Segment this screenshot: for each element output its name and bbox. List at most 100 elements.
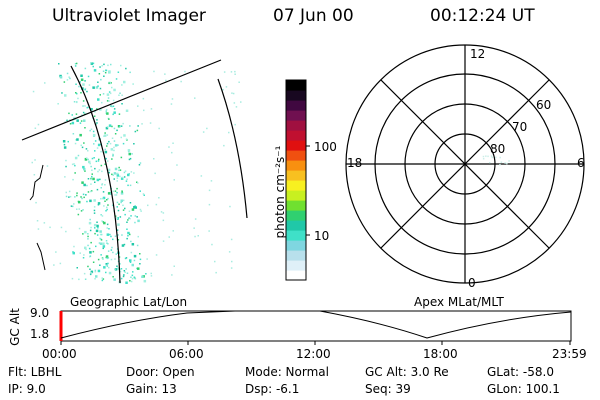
emission-pixel: [90, 272, 93, 274]
emission-pixel: [92, 261, 95, 263]
emission-pixel: [99, 233, 102, 236]
emission-pixel: [122, 142, 125, 145]
emission-pixel: [123, 80, 126, 84]
emission-pixel: [120, 277, 123, 280]
emission-pixel: [78, 227, 81, 230]
emission-pixel: [104, 200, 106, 202]
emission-pixel: [46, 165, 49, 167]
emission-pixel: [119, 92, 121, 94]
color-scale-segment: [286, 210, 306, 221]
emission-pixel: [150, 272, 152, 275]
emission-pixel: [91, 175, 93, 178]
polar-emission-pixel: [489, 162, 491, 164]
emission-pixel: [99, 237, 101, 240]
emission-pixel: [229, 205, 231, 208]
emission-pixel: [240, 101, 242, 103]
emission-pixel: [129, 125, 131, 127]
emission-pixel: [81, 197, 83, 200]
emission-pixel: [83, 142, 85, 144]
emission-pixel: [118, 256, 121, 258]
emission-pixel: [86, 157, 88, 159]
emission-pixel: [132, 271, 134, 273]
emission-pixel: [120, 156, 123, 159]
emission-pixel: [71, 121, 75, 125]
emission-pixel: [230, 71, 233, 73]
emission-pixel: [97, 98, 100, 101]
emission-pixel: [64, 94, 67, 97]
emission-pixel: [118, 94, 120, 96]
emission-pixel: [74, 164, 76, 167]
emission-pixel: [89, 129, 91, 132]
emission-pixel: [149, 122, 152, 124]
emission-pixel: [117, 234, 119, 236]
emission-pixel: [84, 158, 88, 161]
emission-pixel: [99, 108, 102, 111]
emission-pixel: [133, 206, 136, 209]
emission-pixel: [84, 80, 86, 82]
emission-pixel: [92, 177, 95, 181]
emission-pixel: [111, 246, 113, 249]
polar-emission-pixel: [499, 163, 501, 166]
emission-pixel: [113, 140, 116, 142]
emission-pixel: [123, 274, 125, 276]
emission-pixel: [104, 179, 107, 181]
emission-pixel: [133, 276, 136, 278]
emission-pixel: [97, 202, 101, 205]
polar-emission-pixel: [504, 162, 506, 164]
emission-pixel: [168, 146, 170, 148]
emission-pixel: [129, 184, 132, 187]
emission-pixel: [105, 271, 107, 274]
emission-pixel: [82, 193, 85, 196]
emission-pixel: [37, 123, 40, 126]
emission-pixel: [162, 219, 165, 222]
emission-pixel: [107, 243, 109, 245]
emission-pixel: [143, 279, 147, 283]
geographic-caption: Geographic Lat/Lon: [70, 295, 188, 309]
emission-pixel: [84, 87, 87, 90]
emission-pixel: [96, 224, 99, 228]
emission-pixel: [228, 131, 230, 134]
emission-pixel: [75, 62, 78, 65]
emission-pixel: [172, 142, 174, 144]
emission-pixel: [85, 194, 87, 196]
emission-pixel: [79, 133, 82, 137]
emission-pixel: [110, 148, 114, 151]
emission-pixel: [90, 62, 94, 65]
emission-pixel: [118, 166, 120, 169]
color-scale-segment: [286, 100, 306, 111]
emission-pixel: [119, 175, 121, 178]
emission-pixel: [92, 133, 96, 137]
altitude-curve: [60, 310, 572, 339]
emission-pixel: [170, 103, 173, 105]
polar-emission-pixel: [495, 156, 497, 159]
emission-pixel: [122, 275, 125, 278]
emission-pixel: [60, 226, 63, 229]
emission-pixel: [80, 196, 82, 198]
emission-pixel: [116, 180, 118, 182]
instrument-title: Ultraviolet Imager: [52, 6, 206, 26]
emission-pixel: [84, 246, 87, 250]
glat-info: GLat: -58.0: [487, 365, 554, 379]
emission-pixel: [133, 172, 135, 174]
emission-pixel: [108, 140, 110, 143]
emission-pixel: [115, 253, 117, 255]
emission-pixel: [34, 159, 36, 161]
emission-pixel: [108, 124, 112, 127]
color-scale-segment: [286, 220, 306, 231]
emission-pixel: [112, 153, 114, 156]
emission-pixel: [94, 181, 96, 183]
emission-pixel: [206, 127, 208, 130]
emission-pixel: [90, 128, 93, 130]
emission-pixel: [113, 149, 115, 152]
emission-pixel: [76, 194, 78, 197]
emission-pixel: [83, 254, 85, 256]
emission-pixel: [130, 171, 133, 173]
emission-dots: [31, 62, 242, 284]
emission-pixel: [78, 278, 80, 281]
emission-pixel: [92, 86, 95, 89]
emission-pixel: [96, 221, 98, 223]
emission-pixel: [87, 191, 90, 193]
emission-pixel: [127, 219, 129, 221]
emission-pixel: [89, 218, 91, 221]
emission-pixel: [105, 210, 107, 212]
